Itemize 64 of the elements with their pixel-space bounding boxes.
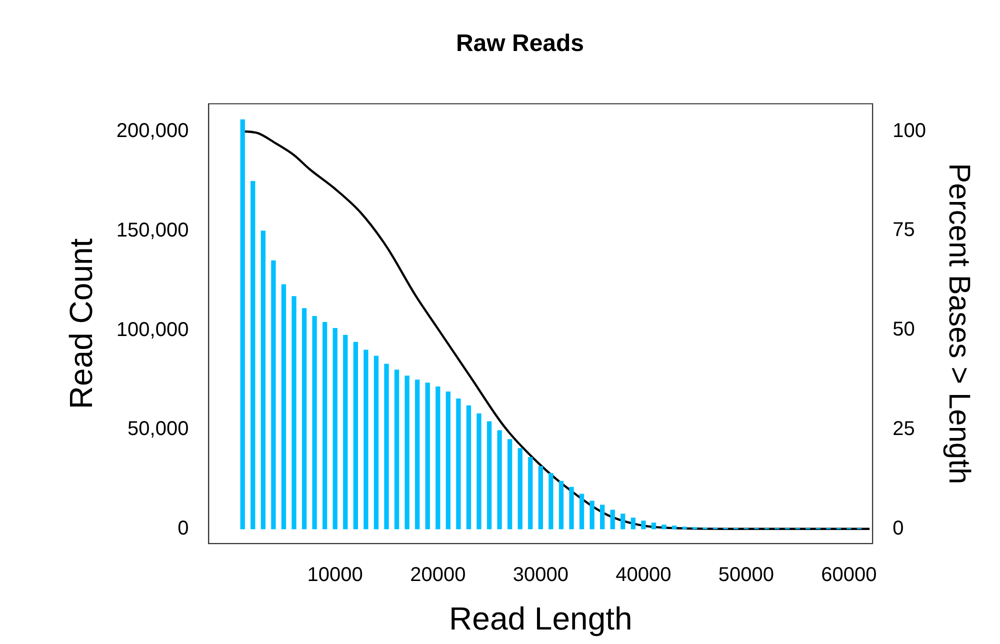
bar (250, 180, 256, 530)
bar (456, 398, 461, 530)
x-tick-label: 20000 (410, 564, 466, 586)
bar (343, 334, 348, 530)
bar (569, 486, 574, 530)
bar (476, 413, 482, 530)
bar (682, 526, 687, 530)
bar (322, 322, 328, 530)
y2-tick-label: 0 (892, 517, 904, 540)
bar (600, 504, 605, 530)
bar (558, 480, 564, 530)
bar (528, 457, 533, 530)
y-tick-label: 100,000 (116, 318, 189, 341)
y-tick-label: 50,000 (128, 418, 189, 440)
x-tick-label: 50000 (718, 564, 774, 586)
bar (312, 316, 317, 530)
y2-tick-label: 100 (892, 120, 926, 142)
bar (497, 430, 502, 530)
bar (662, 524, 666, 530)
bar (508, 439, 512, 530)
bar (518, 448, 522, 530)
bar (466, 405, 472, 530)
bar (436, 386, 440, 530)
bar (394, 370, 400, 530)
bar (292, 296, 296, 530)
y-tick-label: 150,000 (116, 219, 189, 242)
bar (302, 308, 307, 530)
y2-axis-title: Percent Bases > Length (942, 163, 976, 484)
bar (651, 522, 656, 530)
bar (641, 520, 646, 530)
bar (548, 472, 554, 530)
x-tick-label: 30000 (512, 564, 568, 586)
bar (404, 376, 410, 530)
bar (446, 392, 450, 530)
bar (384, 364, 389, 530)
x-tick-label: 40000 (616, 564, 672, 586)
chart-title: Raw Reads (456, 30, 584, 58)
bar (610, 510, 615, 530)
bar (260, 230, 266, 530)
bar (672, 526, 677, 530)
y-tick-label: 200,000 (116, 120, 189, 142)
bar (364, 350, 368, 530)
bar (415, 380, 420, 530)
y-axis-title: Read Count (63, 238, 100, 410)
y-tick-label: 0 (178, 517, 189, 540)
bar (590, 500, 594, 530)
x-tick-label: 60000 (821, 564, 877, 586)
bar (240, 119, 245, 530)
x-axis-title: Read Length (449, 600, 632, 637)
bar (486, 421, 492, 530)
x-tick-label: 10000 (307, 564, 363, 586)
y2-tick-label: 75 (892, 219, 915, 242)
bar (353, 342, 358, 530)
bar (332, 328, 338, 530)
bar (271, 260, 276, 530)
bar (630, 518, 636, 530)
bar (579, 494, 584, 530)
y2-tick-label: 25 (892, 418, 915, 440)
bar (538, 466, 543, 530)
y2-tick-label: 50 (892, 318, 915, 341)
bar (374, 356, 379, 530)
bar (425, 382, 430, 530)
bar (281, 284, 286, 530)
bar (620, 514, 626, 530)
